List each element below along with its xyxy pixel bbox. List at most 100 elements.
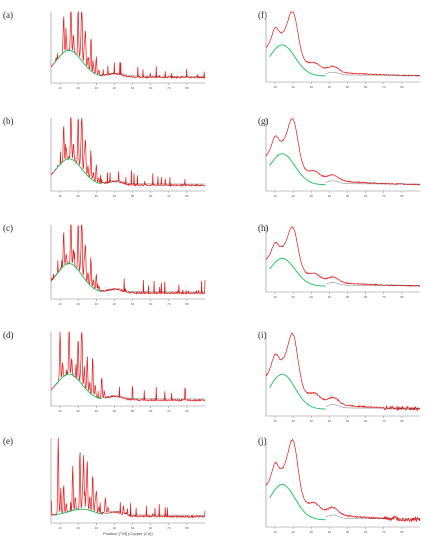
x-tick-label: 20	[292, 194, 296, 198]
panel-d: (d) 10 20 30 40 50 60 70 80	[3, 330, 206, 413]
x-tick-label: 70	[382, 530, 386, 534]
x-tick-label: 30	[95, 526, 99, 530]
x-tick-label: 40	[328, 194, 332, 198]
axis-lines	[50, 332, 205, 407]
axis-lines	[50, 12, 205, 84]
x-tick-label: 50	[131, 409, 135, 413]
x-tick-label: 60	[364, 530, 368, 534]
x-tick-label: 20	[292, 530, 296, 534]
series-line-observed	[265, 118, 421, 186]
x-tick-label: 10	[58, 526, 62, 530]
x-tick-label: 60	[149, 409, 153, 413]
x-tick-label: 70	[382, 419, 386, 423]
x-tick-label: 80	[185, 526, 189, 530]
x-tick-label: 40	[328, 419, 332, 423]
axis-lines	[50, 118, 205, 192]
x-tick-label: 50	[131, 302, 135, 306]
x-tick-label: 50	[346, 85, 350, 89]
x-tick-label: 80	[400, 419, 404, 423]
x-tick-label: 40	[113, 409, 117, 413]
x-tick-label: 50	[131, 526, 135, 530]
x-tick-label: 60	[149, 194, 153, 198]
series-line-background	[101, 395, 206, 400]
x-tick-label: 20	[77, 526, 81, 530]
x-tick-label: 70	[167, 302, 171, 306]
series-line-observed	[50, 10, 206, 80]
axis-lines	[265, 12, 420, 83]
x-tick-label: 10	[58, 194, 62, 198]
x-tick-label: 80	[400, 85, 404, 89]
axis-lines	[265, 438, 420, 528]
panel-label: (h)	[258, 223, 269, 233]
x-tick-label: 30	[95, 86, 99, 90]
x-tick-label: 40	[113, 194, 117, 198]
panel-label: (c)	[3, 223, 13, 233]
series-line-amorphous-fit	[54, 373, 102, 400]
series-line-observed	[265, 11, 421, 77]
series-line-observed	[265, 438, 421, 523]
x-tick-label: 50	[346, 530, 350, 534]
x-tick-label: 80	[185, 86, 189, 90]
series-line-background	[101, 180, 206, 185]
x-tick-label: 50	[346, 295, 350, 299]
series-line-amorphous-fit	[269, 484, 326, 521]
x-tick-label: 50	[131, 194, 135, 198]
series-line-observed	[50, 331, 206, 402]
axis-lines	[50, 438, 205, 524]
panel-c: (c) 10 20 30 40 50 60 70 80	[3, 223, 206, 306]
panel-b: (b) 10 20 30 40 50 60 70 80	[3, 116, 206, 198]
x-tick-label: 30	[95, 409, 99, 413]
x-tick-label: 70	[382, 85, 386, 89]
x-tick-label: 10	[58, 409, 62, 413]
x-tick-label: 70	[167, 86, 171, 90]
x-tick-label: 10	[273, 85, 277, 89]
panel-label: (a)	[3, 10, 13, 20]
x-tick-label: 70	[167, 409, 171, 413]
panel-label: (e)	[3, 436, 13, 446]
series-line-background	[325, 514, 420, 520]
x-tick-label: 10	[273, 530, 277, 534]
x-tick-label: 60	[149, 86, 153, 90]
x-tick-label: 70	[167, 526, 171, 530]
x-tick-label: 40	[113, 86, 117, 90]
series-line-observed	[265, 226, 421, 287]
x-tick-label: 80	[400, 295, 404, 299]
panel-label: (i)	[258, 330, 267, 340]
x-tick-label: 80	[185, 302, 189, 306]
x-tick-label: 80	[185, 194, 189, 198]
series-line-observed	[50, 437, 206, 519]
x-tick-label: 60	[364, 85, 368, 89]
x-axis-title: Position [°2θ] (Copper (Cu))	[103, 531, 153, 536]
x-tick-label: 70	[167, 194, 171, 198]
panel-g: (g) 10 20 30 40 50 60 70 80	[258, 116, 421, 198]
x-tick-label: 30	[95, 194, 99, 198]
panel-label: (b)	[3, 116, 14, 126]
x-tick-label: 30	[310, 419, 314, 423]
x-tick-label: 60	[364, 419, 368, 423]
x-tick-label: 10	[273, 295, 277, 299]
series-line-amorphous-fit	[54, 263, 102, 293]
x-tick-label: 20	[77, 86, 81, 90]
x-tick-label: 30	[310, 194, 314, 198]
axis-lines	[50, 225, 205, 300]
panel-e: (e) 10 20 30 40 50 60 70 80 Position [°2θ] (Coppe…	[3, 436, 206, 536]
series-line-background	[325, 71, 421, 76]
x-tick-label: 70	[382, 194, 386, 198]
x-tick-label: 30	[310, 530, 314, 534]
x-tick-label: 40	[328, 295, 332, 299]
panel-label: (g)	[258, 116, 269, 126]
series-line-observed	[265, 332, 421, 412]
x-tick-label: 80	[400, 530, 404, 534]
series-line-background	[325, 180, 421, 185]
x-tick-label: 20	[292, 295, 296, 299]
x-tick-label: 10	[273, 194, 277, 198]
series-line-background	[325, 282, 421, 286]
panel-f: (f) 10 20 30 40 50 60 70 80	[258, 10, 421, 89]
panel-label: (j)	[258, 436, 267, 446]
panel-label: (d)	[3, 330, 14, 340]
series-line-amorphous-fit	[269, 44, 326, 77]
x-tick-label: 50	[346, 194, 350, 198]
series-line-observed	[50, 224, 206, 295]
series-line-background	[101, 511, 205, 516]
